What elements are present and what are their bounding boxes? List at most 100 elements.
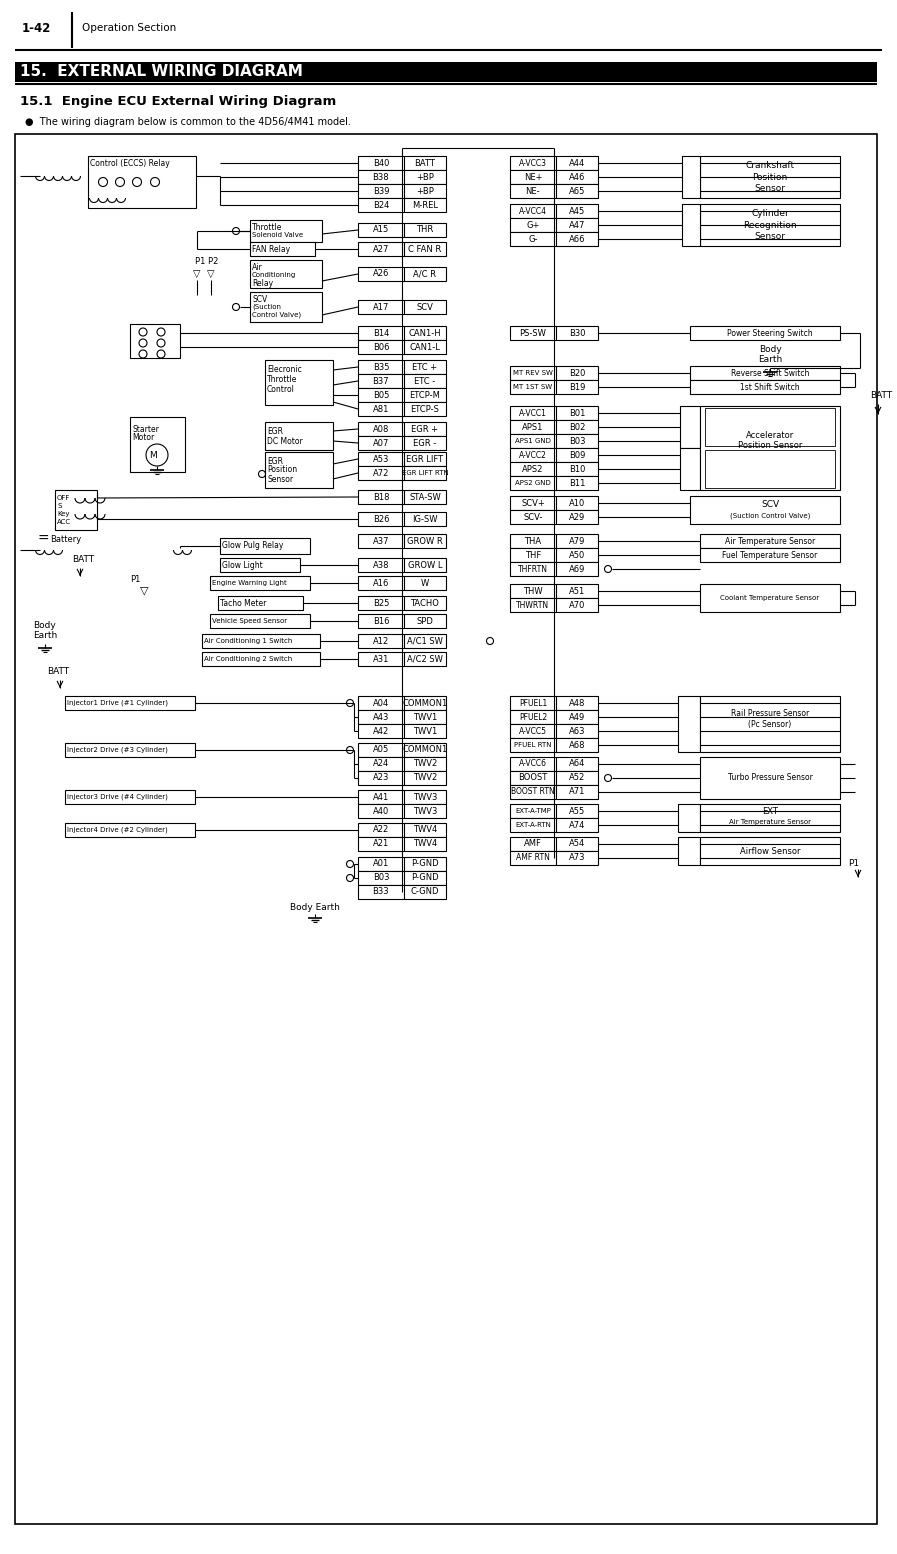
Bar bbox=[678, 803, 700, 831]
Text: Body: Body bbox=[33, 622, 56, 631]
Text: EXT-A-TMP: EXT-A-TMP bbox=[515, 808, 551, 814]
Text: Turbo Pressure Sensor: Turbo Pressure Sensor bbox=[727, 774, 813, 783]
Text: EGR LIFT: EGR LIFT bbox=[406, 454, 443, 463]
Bar bbox=[358, 577, 446, 591]
Text: Motor: Motor bbox=[132, 434, 154, 443]
Text: B03: B03 bbox=[372, 873, 389, 883]
Text: A71: A71 bbox=[569, 788, 585, 797]
Bar bbox=[358, 838, 446, 852]
Text: FAN Relay: FAN Relay bbox=[252, 244, 290, 253]
Text: Injector2 Drive (#3 Cylinder): Injector2 Drive (#3 Cylinder) bbox=[67, 747, 168, 754]
Text: TWV3: TWV3 bbox=[413, 793, 437, 802]
Text: A64: A64 bbox=[569, 760, 585, 769]
Text: MT 1ST SW: MT 1ST SW bbox=[513, 384, 553, 390]
Bar bbox=[510, 724, 598, 738]
Text: Starter: Starter bbox=[132, 424, 159, 434]
Text: Position: Position bbox=[267, 466, 297, 474]
Bar bbox=[358, 824, 446, 838]
Text: EXT-A-RTN: EXT-A-RTN bbox=[515, 822, 551, 828]
Bar bbox=[358, 856, 446, 870]
Text: TWV2: TWV2 bbox=[413, 760, 437, 769]
Bar bbox=[358, 743, 446, 757]
Text: SPD: SPD bbox=[416, 617, 433, 626]
Text: Injector3 Drive (#4 Cylinder): Injector3 Drive (#4 Cylinder) bbox=[67, 794, 168, 800]
Text: (Pc Sensor): (Pc Sensor) bbox=[748, 720, 792, 729]
Text: Air Temperature Sensor: Air Temperature Sensor bbox=[725, 536, 815, 545]
Text: B11: B11 bbox=[569, 479, 585, 488]
Bar bbox=[700, 803, 840, 831]
Text: A44: A44 bbox=[569, 159, 585, 168]
Text: Airflow Sensor: Airflow Sensor bbox=[740, 847, 800, 856]
Text: A74: A74 bbox=[569, 821, 585, 830]
Text: CAN1-L: CAN1-L bbox=[409, 342, 440, 351]
Text: Solenoid Valve: Solenoid Valve bbox=[252, 232, 303, 238]
Bar bbox=[265, 361, 333, 406]
Text: P-GND: P-GND bbox=[411, 859, 439, 869]
Text: ACC: ACC bbox=[57, 519, 71, 525]
Bar bbox=[65, 696, 195, 710]
Bar bbox=[705, 409, 835, 446]
Text: A22: A22 bbox=[373, 825, 389, 834]
Text: EGR: EGR bbox=[267, 457, 283, 466]
Text: Glow Light: Glow Light bbox=[222, 561, 263, 569]
Text: A12: A12 bbox=[373, 637, 389, 645]
Text: A21: A21 bbox=[373, 839, 389, 848]
Text: Fuel Temperature Sensor: Fuel Temperature Sensor bbox=[722, 550, 818, 559]
Bar bbox=[210, 577, 310, 591]
Text: Key: Key bbox=[57, 511, 69, 517]
Bar bbox=[218, 597, 303, 611]
Text: DC Motor: DC Motor bbox=[267, 437, 303, 446]
Bar bbox=[690, 381, 840, 395]
Bar bbox=[510, 183, 598, 197]
Bar bbox=[510, 367, 598, 381]
Text: A63: A63 bbox=[569, 727, 585, 735]
Text: Tacho Meter: Tacho Meter bbox=[220, 598, 266, 608]
Text: Injector1 Drive (#1 Cylinder): Injector1 Drive (#1 Cylinder) bbox=[67, 699, 168, 706]
Text: STA-SW: STA-SW bbox=[409, 493, 440, 502]
Text: Accelerator: Accelerator bbox=[746, 432, 794, 440]
Text: Body: Body bbox=[759, 345, 781, 354]
Bar bbox=[358, 242, 446, 256]
Text: SCV-: SCV- bbox=[523, 513, 543, 522]
Bar bbox=[55, 490, 97, 530]
Text: ETCP-M: ETCP-M bbox=[409, 390, 440, 399]
Text: A08: A08 bbox=[372, 424, 389, 434]
Text: EGR: EGR bbox=[267, 426, 283, 435]
Text: COMMON1: COMMON1 bbox=[402, 698, 448, 707]
Bar bbox=[690, 496, 840, 524]
Bar bbox=[678, 838, 700, 866]
Text: Throttle: Throttle bbox=[252, 222, 283, 232]
Text: A10: A10 bbox=[569, 499, 585, 508]
Text: BATT: BATT bbox=[870, 392, 893, 401]
Text: MT REV SW: MT REV SW bbox=[513, 370, 553, 376]
Text: A72: A72 bbox=[372, 468, 389, 477]
Text: CAN1-H: CAN1-H bbox=[408, 328, 441, 337]
Text: EGR +: EGR + bbox=[412, 424, 439, 434]
Text: THR: THR bbox=[416, 225, 433, 235]
Text: Control Valve): Control Valve) bbox=[252, 312, 301, 319]
Text: A51: A51 bbox=[569, 586, 585, 595]
Bar bbox=[358, 267, 446, 281]
Text: Rail Pressure Sensor: Rail Pressure Sensor bbox=[731, 710, 809, 718]
Text: A/C R: A/C R bbox=[414, 269, 436, 278]
Text: ▽: ▽ bbox=[207, 269, 214, 280]
Bar bbox=[358, 558, 446, 572]
Bar bbox=[510, 326, 598, 340]
Text: Position: Position bbox=[753, 172, 788, 182]
Text: Position Sensor: Position Sensor bbox=[738, 441, 802, 451]
Text: A46: A46 bbox=[569, 172, 585, 182]
Text: A66: A66 bbox=[569, 235, 585, 244]
Text: A81: A81 bbox=[372, 404, 389, 413]
Text: TWV1: TWV1 bbox=[413, 712, 437, 721]
Text: A70: A70 bbox=[569, 600, 585, 609]
Text: A79: A79 bbox=[569, 536, 585, 545]
Bar bbox=[510, 785, 598, 799]
Bar bbox=[358, 870, 446, 884]
Text: PFUEL RTN: PFUEL RTN bbox=[514, 741, 552, 747]
Bar bbox=[705, 451, 835, 488]
Text: THFRTN: THFRTN bbox=[518, 564, 548, 573]
Bar bbox=[510, 757, 598, 771]
Bar bbox=[358, 490, 446, 503]
Bar bbox=[510, 838, 598, 852]
Bar bbox=[250, 292, 322, 322]
